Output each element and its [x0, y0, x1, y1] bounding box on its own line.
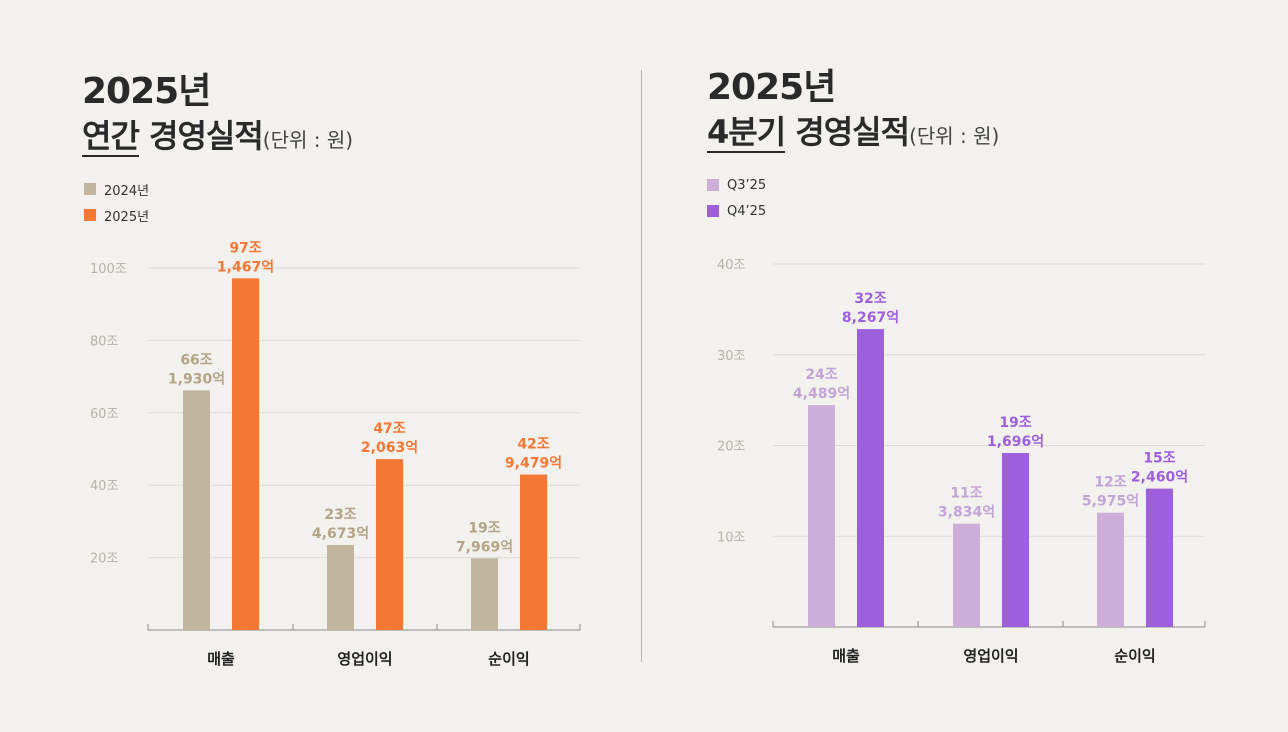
annual-bar — [327, 545, 354, 630]
quarterly-category-label: 매출 — [832, 647, 860, 665]
annual-ytick-label: 20조 — [90, 552, 119, 567]
annual-category-label: 영업이익 — [337, 650, 392, 668]
annual-data-label: 47조 — [373, 421, 405, 437]
legend-label-q4: Q4’25 — [727, 203, 767, 219]
annual-data-label: 42조 — [517, 437, 549, 453]
annual-panel: 2025년 연간 경영실적(단위 : 원) 2024년 2025년 20조 40조… — [0, 0, 640, 732]
quarterly-data-label: 3,834억 — [938, 505, 995, 521]
quarterly-data-label: 5,975억 — [1082, 494, 1139, 510]
annual-title-rest: 경영실적 — [149, 117, 264, 155]
quarterly-bar — [1146, 488, 1173, 627]
quarterly-title-year: 2025년 — [707, 67, 836, 108]
quarterly-bar — [1097, 512, 1124, 627]
annual-bar — [471, 558, 498, 630]
annual-data-label: 4,673억 — [312, 526, 369, 542]
quarterly-category-label: 영업이익 — [963, 647, 1018, 665]
annual-title-year: 2025년 — [82, 71, 211, 112]
quarterly-ytick-label: 30조 — [717, 349, 746, 364]
legend-swatch-2025 — [84, 209, 96, 221]
legend-label-q3: Q3’25 — [727, 177, 767, 193]
legend-swatch-q4 — [707, 205, 719, 217]
legend-label-2024: 2024년 — [104, 183, 150, 199]
annual-ytick-label: 100조 — [90, 262, 127, 277]
annual-data-label: 19조 — [468, 520, 500, 536]
annual-legend: 2024년 2025년 — [84, 176, 149, 228]
annual-data-label: 1,467억 — [217, 259, 274, 275]
quarterly-data-label: 11조 — [950, 486, 982, 502]
annual-bar — [183, 390, 210, 630]
annual-data-label: 66조 — [180, 352, 212, 368]
panel-divider — [641, 70, 642, 662]
annual-data-label: 23조 — [324, 507, 356, 523]
quarterly-data-label: 15조 — [1143, 451, 1175, 467]
quarterly-bar — [953, 523, 980, 627]
quarterly-data-label: 24조 — [805, 367, 837, 383]
legend-swatch-2024 — [84, 183, 96, 195]
quarterly-panel: 2025년 4분기 경영실적(단위 : 원) Q3’25 Q4’25 10조 20… — [645, 0, 1288, 732]
annual-data-label: 97조 — [229, 240, 261, 256]
annual-title: 2025년 연간 경영실적(단위 : 원) — [82, 70, 353, 162]
annual-category-label: 매출 — [207, 650, 235, 668]
legend-item-q4: Q4’25 — [707, 198, 766, 224]
annual-bar — [520, 474, 547, 630]
annual-ytick-label: 60조 — [90, 407, 119, 422]
quarterly-data-label: 19조 — [999, 415, 1031, 431]
quarterly-bar — [1002, 453, 1029, 627]
annual-bar — [376, 459, 403, 630]
quarterly-data-label: 8,267억 — [842, 310, 899, 326]
quarterly-ytick-label: 40조 — [717, 258, 746, 273]
quarterly-data-label: 2,460억 — [1131, 470, 1188, 486]
quarterly-category-label: 순이익 — [1114, 647, 1155, 665]
annual-data-label: 7,969억 — [456, 539, 513, 555]
quarterly-ytick-label: 20조 — [717, 440, 746, 455]
quarterly-legend: Q3’25 Q4’25 — [707, 172, 766, 224]
quarterly-title-highlight: 4분기 — [707, 113, 786, 153]
annual-category-label: 순이익 — [488, 650, 529, 668]
quarterly-bar — [808, 405, 835, 627]
quarterly-bar — [857, 329, 884, 627]
annual-bar — [232, 278, 259, 630]
quarterly-data-label: 1,696억 — [987, 434, 1044, 450]
legend-item-2024: 2024년 — [84, 176, 149, 202]
quarterly-data-label: 12조 — [1094, 475, 1126, 491]
legend-label-2025: 2025년 — [104, 209, 150, 225]
annual-ytick-label: 40조 — [90, 479, 119, 494]
quarterly-data-label: 32조 — [854, 291, 886, 307]
annual-title-highlight: 연간 — [82, 117, 140, 157]
quarterly-unit: (단위 : 원) — [909, 124, 1000, 148]
legend-swatch-q3 — [707, 179, 719, 191]
annual-data-label: 1,930억 — [168, 371, 225, 387]
quarterly-title-rest: 경영실적 — [795, 113, 910, 151]
annual-unit: (단위 : 원) — [262, 128, 354, 152]
legend-item-q3: Q3’25 — [707, 172, 766, 198]
legend-item-2025: 2025년 — [84, 202, 149, 228]
quarterly-ytick-label: 10조 — [717, 530, 746, 545]
annual-ytick-label: 80조 — [90, 334, 119, 349]
annual-data-label: 2,063억 — [361, 440, 418, 456]
annual-data-label: 9,479억 — [505, 456, 562, 472]
quarterly-title: 2025년 4분기 경영실적(단위 : 원) — [707, 66, 999, 158]
quarterly-data-label: 4,489억 — [793, 386, 850, 402]
